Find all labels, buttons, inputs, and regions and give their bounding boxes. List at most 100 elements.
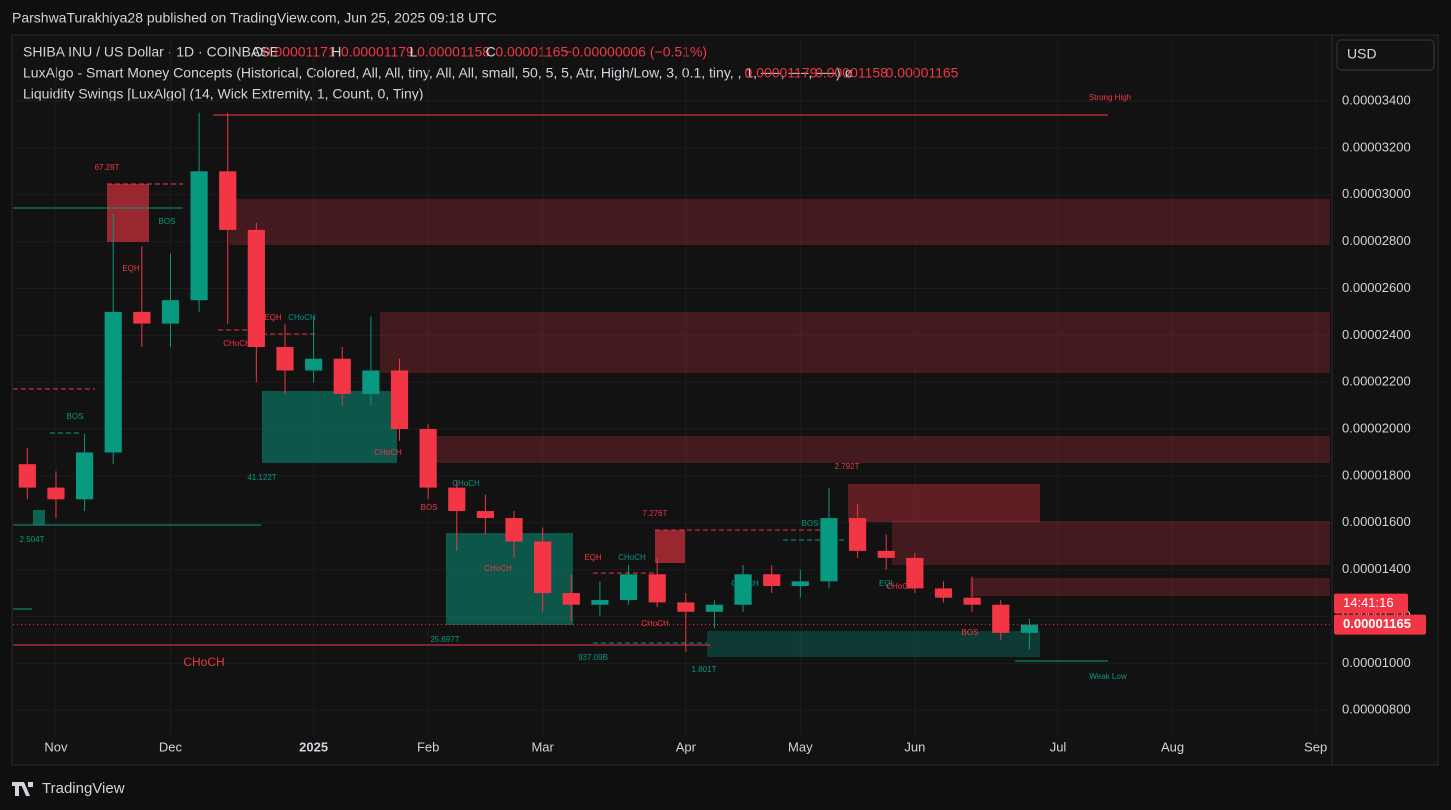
smc-zone [229,199,1330,245]
candle-body [333,358,351,394]
smc-zone [655,530,685,563]
candle-body [534,541,552,594]
x-tick-label: Feb [417,739,439,754]
candle-body [247,229,265,348]
x-tick-label: Sep [1304,739,1327,754]
annotation: BOS [159,217,176,226]
candle-body [305,358,323,371]
annotation: 1.801T [692,665,717,674]
annotation: EQH [264,313,282,322]
candle-body [104,311,122,453]
y-tick-label: 0.00003400 [1342,92,1411,107]
y-tick-label: 0.00001400 [1342,561,1411,576]
annotation: CHoCH [288,313,316,322]
y-tick-label: 0.00002600 [1342,280,1411,295]
countdown-bg [1334,593,1408,614]
plot: 0.000008000.000010000.000012000.00001400… [13,38,1426,754]
last-price-label: 0.00001165 [1343,616,1411,631]
annotation: BOS [421,503,438,512]
smc-zone [262,391,397,463]
candle-body [849,518,867,551]
candle-body [133,311,151,324]
x-tick-label: May [788,739,813,754]
candle-body [505,518,523,542]
smc-zone [848,484,1040,522]
y-tick-label: 0.00002000 [1342,420,1411,435]
annotation: EQH [122,264,140,273]
logo-icon [12,782,33,796]
candle-body [705,604,724,612]
candle-body [934,588,953,598]
smc-zone [446,533,573,625]
y-tick-label: 0.00001000 [1342,655,1411,670]
annotation: CHoCH [223,339,251,348]
indicator-1: LuxAlgo - Smart Money Concepts (Historic… [23,65,854,81]
brand: TradingView [42,780,125,797]
annotation: BOS [67,412,84,421]
annotation: 7.276T [643,509,668,518]
annotation: EQL [879,579,896,588]
candle-body [75,452,94,500]
chart-panel [11,34,1439,766]
annotation: Weak Low [1089,672,1126,681]
indicator-value: 0.00001158 [815,65,888,81]
ohlc-value: 0.00001158 [417,44,490,60]
annotation: 2.504T [20,535,45,544]
x-tick-label: Dec [159,739,183,754]
ohlc-value: 0.00001179 [341,44,414,60]
y-tick-label: 0.00000800 [1342,702,1411,717]
candle-body [190,171,208,301]
annotation: 2.792T [835,462,860,471]
candle-body [820,518,838,582]
y-tick-label: 0.00002800 [1342,233,1411,248]
candle-body [906,557,924,589]
x-tick-label: Apr [676,739,697,754]
candle-body [219,171,237,230]
candle-body [591,600,609,605]
annotation: Strong High [1089,93,1131,102]
candle-body [448,487,466,512]
y-tick-label: 0.00003000 [1342,186,1411,201]
y-tick-label: 0.00002400 [1342,327,1411,342]
candle-body [18,464,36,488]
annotation: BOS [962,628,979,637]
candle-body [791,581,809,587]
currency-label: USD [1347,46,1377,62]
candle-body [276,347,294,371]
annotation: CHoCH [183,655,224,669]
annotation: CHoCH [618,553,646,562]
x-tick-label: Jul [1050,739,1067,754]
candle-body [877,550,895,558]
annotation: BOS [802,519,819,528]
annotation: CHoCH [484,564,512,573]
x-tick-label: Mar [531,739,554,754]
currency-button[interactable] [1336,39,1435,71]
candle-body [677,602,695,612]
candle-body [648,574,666,603]
candle-body [161,300,180,324]
x-tick-label: Aug [1161,739,1184,754]
smc-zone [970,578,1330,596]
ohlc-key: L [409,44,417,60]
annotation: 67.28T [95,163,120,172]
last-price-bg [1334,614,1426,635]
x-tick-label: 2025 [299,739,328,754]
ohlc-key: H [331,44,341,60]
candle-body [362,370,380,394]
legend-change: −0.00000006 (−0.51%) [564,44,707,60]
annotation: 937.09B [578,653,608,662]
annotation: EQH [584,553,602,562]
y-tick-label: 0.00001800 [1342,467,1411,482]
legend-symbol: SHIBA INU / US Dollar · 1D · COINBASE [23,44,279,60]
countdown: 14:41:16 [1343,595,1394,610]
annotation: CHoCH [731,579,759,588]
annotation: CHoCH [374,448,402,457]
candle-body [476,511,494,519]
annotation: CHoCH [886,582,914,591]
ohlc-value: 0.00001165 [495,44,568,60]
candle-body [734,574,752,605]
candle-body [419,429,437,488]
y-tick-label: 0.00002200 [1342,374,1411,389]
smc-zone [33,510,45,525]
